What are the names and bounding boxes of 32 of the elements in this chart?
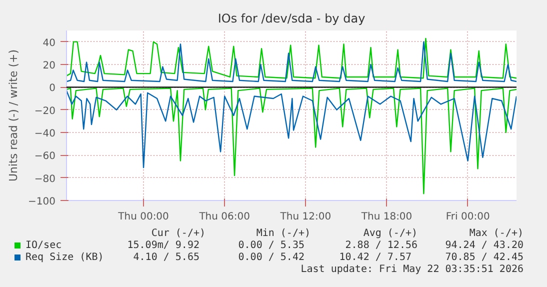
text: 4.10 / 5.65	[133, 252, 200, 263]
y-tick-label: −20	[34, 106, 56, 117]
x-tick-label: Fri 00:00	[446, 212, 490, 222]
line-series	[66, 90, 516, 168]
y-tick-label: −80	[34, 174, 56, 185]
line-series	[66, 88, 516, 194]
y-axis-title: Units read (-) / write (+)	[7, 49, 20, 182]
text: 94.24 / 43.20	[445, 240, 524, 251]
text: 2.88 / 12.56	[345, 240, 418, 251]
x-tick-label: Thu 18:00	[360, 212, 412, 222]
text: 10.42 / 7.57	[339, 252, 412, 263]
legend-label: IO/sec	[26, 240, 62, 251]
y-tick-label: 20	[42, 60, 56, 72]
x-tick-label: Thu 12:00	[279, 212, 332, 222]
y-tick-label: 40	[42, 38, 56, 49]
chart-title: IOs for /dev/sda - by day	[218, 12, 366, 26]
text: Last update: Fri May 22 03:35:51 2026	[300, 264, 524, 275]
text: 70.85 / 42.45	[445, 252, 524, 263]
y-tick-label: 0	[49, 83, 56, 94]
legend-label: Req Size (KB)	[26, 252, 104, 263]
text: 0.00 / 5.35	[238, 240, 304, 251]
y-tick-label: −100	[28, 196, 56, 208]
y-tick-label: −60	[34, 151, 56, 162]
y-tick-label: −40	[34, 128, 56, 140]
text: Max (-/+)	[469, 228, 524, 239]
x-tick-label: Thu 06:00	[198, 212, 250, 222]
text: 15.09m/ 9.92	[127, 240, 200, 251]
x-tick-label: Thu 00:00	[117, 212, 169, 222]
text: Cur (-/+)	[151, 228, 206, 239]
text: 0.00 / 5.42	[238, 252, 304, 263]
text: Min (-/+)	[256, 228, 311, 239]
text: Avg (-/+)	[363, 228, 418, 239]
